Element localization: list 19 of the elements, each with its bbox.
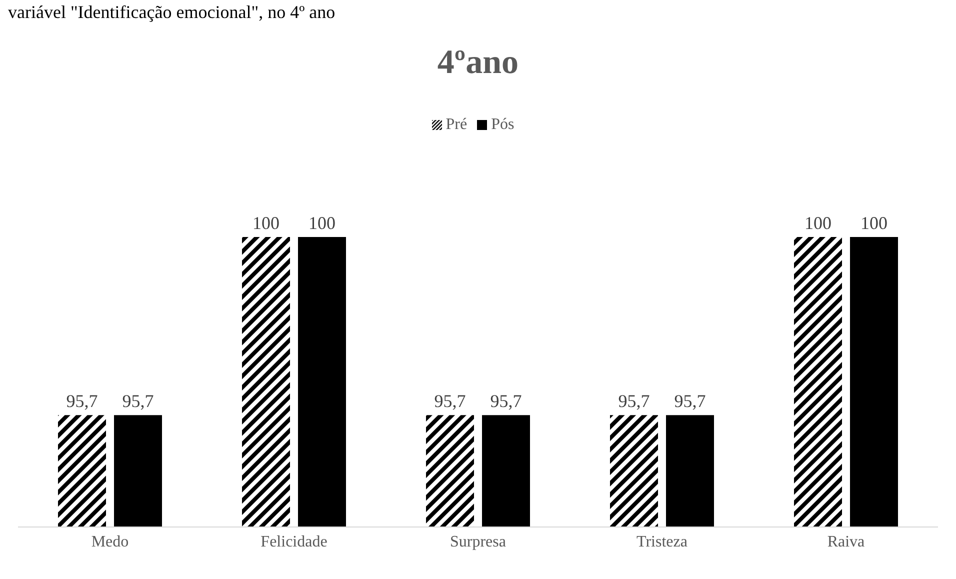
x-tick-label: Medo	[91, 533, 129, 550]
data-label: 100	[252, 213, 280, 233]
data-label: 95,7	[490, 391, 522, 412]
x-tick-label: Felicidade	[260, 533, 328, 550]
data-label: 95,7	[434, 391, 466, 412]
text: variável "Identificação emocional", no 4º ano	[8, 2, 336, 23]
data-label: 95,7	[674, 391, 706, 412]
x-tick-label: Raiva	[827, 533, 865, 550]
legend-label: Pré	[446, 116, 468, 133]
data-label: 100	[308, 213, 336, 233]
chart-title: 4ºano	[436, 44, 520, 82]
data-label: 95,7	[122, 391, 154, 412]
x-tick-label: Tristeza	[636, 533, 688, 550]
data-label: 95,7	[66, 391, 98, 412]
data-label: 95,7	[618, 391, 650, 412]
legend-label: Pós	[491, 116, 514, 133]
data-label: 100	[804, 213, 832, 233]
data-label: 100	[860, 213, 888, 233]
x-tick-label: Surpresa	[450, 533, 506, 550]
